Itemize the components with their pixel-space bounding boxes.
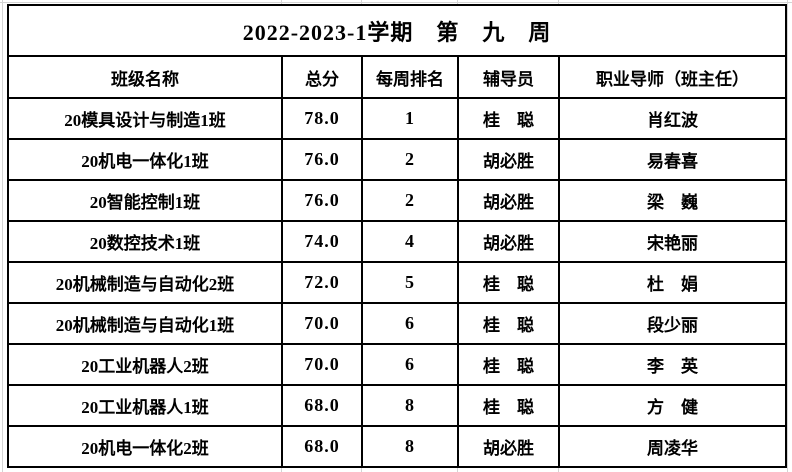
rank-cell: 8 (361, 384, 459, 427)
table-row: 20工业机器人1班 68.0 8 桂 聪 方 健 (7, 384, 788, 427)
weekly-ranking-table: 2022-2023-1学期 第 九 周 班级名称 总分 每周排名 辅导员 职业导… (6, 4, 788, 468)
score-cell: 72.0 (281, 261, 363, 304)
table-row: 20数控技术1班 74.0 4 胡必胜 宋艳丽 (7, 220, 788, 263)
mentor-cell: 段少丽 (557, 302, 788, 345)
header-mentor: 职业导师（班主任） (557, 55, 788, 99)
score-cell: 78.0 (281, 97, 363, 140)
score-cell: 74.0 (281, 220, 363, 263)
table-row: 20模具设计与制造1班 78.0 1 桂 聪 肖红波 (7, 97, 788, 140)
gridline-stub-top (558, 0, 559, 5)
mentor-cell: 李 英 (557, 343, 788, 386)
mentor-cell: 肖红波 (557, 97, 788, 140)
class-name-cell: 20机械制造与自动化1班 (7, 302, 283, 345)
score-cell: 70.0 (281, 302, 363, 345)
gridline-stub-bottom (457, 465, 458, 472)
rank-cell: 2 (361, 138, 459, 181)
gridline-horizontal-top (0, 2, 792, 3)
rank-cell: 8 (361, 425, 459, 468)
table-row: 20机电一体化2班 68.0 8 胡必胜 周凌华 (7, 425, 788, 468)
table-row: 2022-2023-1学期 第 九 周 (6, 4, 788, 57)
gridline-stub-top (281, 0, 282, 5)
score-cell: 68.0 (281, 384, 363, 427)
class-name-cell: 20数控技术1班 (7, 220, 283, 263)
table-row: 20工业机器人2班 70.0 6 桂 聪 李 英 (7, 343, 788, 386)
gridline-vertical-left (2, 0, 3, 472)
counselor-cell: 桂 聪 (457, 302, 560, 345)
mentor-cell: 宋艳丽 (557, 220, 788, 263)
score-cell: 76.0 (281, 179, 363, 222)
table-row: 20机械制造与自动化2班 72.0 5 桂 聪 杜 娟 (7, 261, 788, 304)
mentor-cell: 周凌华 (557, 425, 788, 468)
gridline-vertical-right (787, 0, 788, 472)
score-cell: 70.0 (281, 343, 363, 386)
score-cell: 76.0 (281, 138, 363, 181)
gridline-stub-top (361, 0, 362, 5)
rank-cell: 6 (361, 302, 459, 345)
table-row: 20智能控制1班 76.0 2 胡必胜 梁 巍 (7, 179, 788, 222)
header-class-name: 班级名称 (7, 55, 283, 99)
header-weekly-rank: 每周排名 (361, 55, 459, 99)
mentor-cell: 方 健 (557, 384, 788, 427)
class-name-cell: 20模具设计与制造1班 (7, 97, 283, 140)
gridline-stub-top (457, 0, 458, 5)
mentor-cell: 杜 娟 (557, 261, 788, 304)
rank-cell: 5 (361, 261, 459, 304)
rank-cell: 2 (361, 179, 459, 222)
rank-cell: 6 (361, 343, 459, 386)
table-row: 20机电一体化1班 76.0 2 胡必胜 易春喜 (7, 138, 788, 181)
counselor-cell: 胡必胜 (457, 179, 560, 222)
rank-cell: 1 (361, 97, 459, 140)
table-header-row: 班级名称 总分 每周排名 辅导员 职业导师（班主任） (7, 55, 788, 99)
gridline-stub-bottom (558, 465, 559, 472)
counselor-cell: 胡必胜 (457, 220, 560, 263)
counselor-cell: 桂 聪 (457, 343, 560, 386)
class-name-cell: 20机械制造与自动化2班 (7, 261, 283, 304)
mentor-cell: 易春喜 (557, 138, 788, 181)
counselor-cell: 桂 聪 (457, 97, 560, 140)
class-name-cell: 20工业机器人2班 (7, 343, 283, 386)
score-cell: 68.0 (281, 425, 363, 468)
class-name-cell: 20机电一体化2班 (7, 425, 283, 468)
table-row: 20机械制造与自动化1班 70.0 6 桂 聪 段少丽 (7, 302, 788, 345)
class-name-cell: 20机电一体化1班 (7, 138, 283, 181)
header-total-score: 总分 (281, 55, 363, 99)
counselor-cell: 胡必胜 (457, 138, 560, 181)
counselor-cell: 桂 聪 (457, 384, 560, 427)
gridline-stub-bottom (281, 465, 282, 472)
header-counselor: 辅导员 (457, 55, 560, 99)
table-title: 2022-2023-1学期 第 九 周 (6, 4, 788, 57)
class-name-cell: 20智能控制1班 (7, 179, 283, 222)
counselor-cell: 桂 聪 (457, 261, 560, 304)
gridline-stub-bottom (361, 465, 362, 472)
rank-cell: 4 (361, 220, 459, 263)
class-name-cell: 20工业机器人1班 (7, 384, 283, 427)
mentor-cell: 梁 巍 (557, 179, 788, 222)
counselor-cell: 胡必胜 (457, 425, 560, 468)
